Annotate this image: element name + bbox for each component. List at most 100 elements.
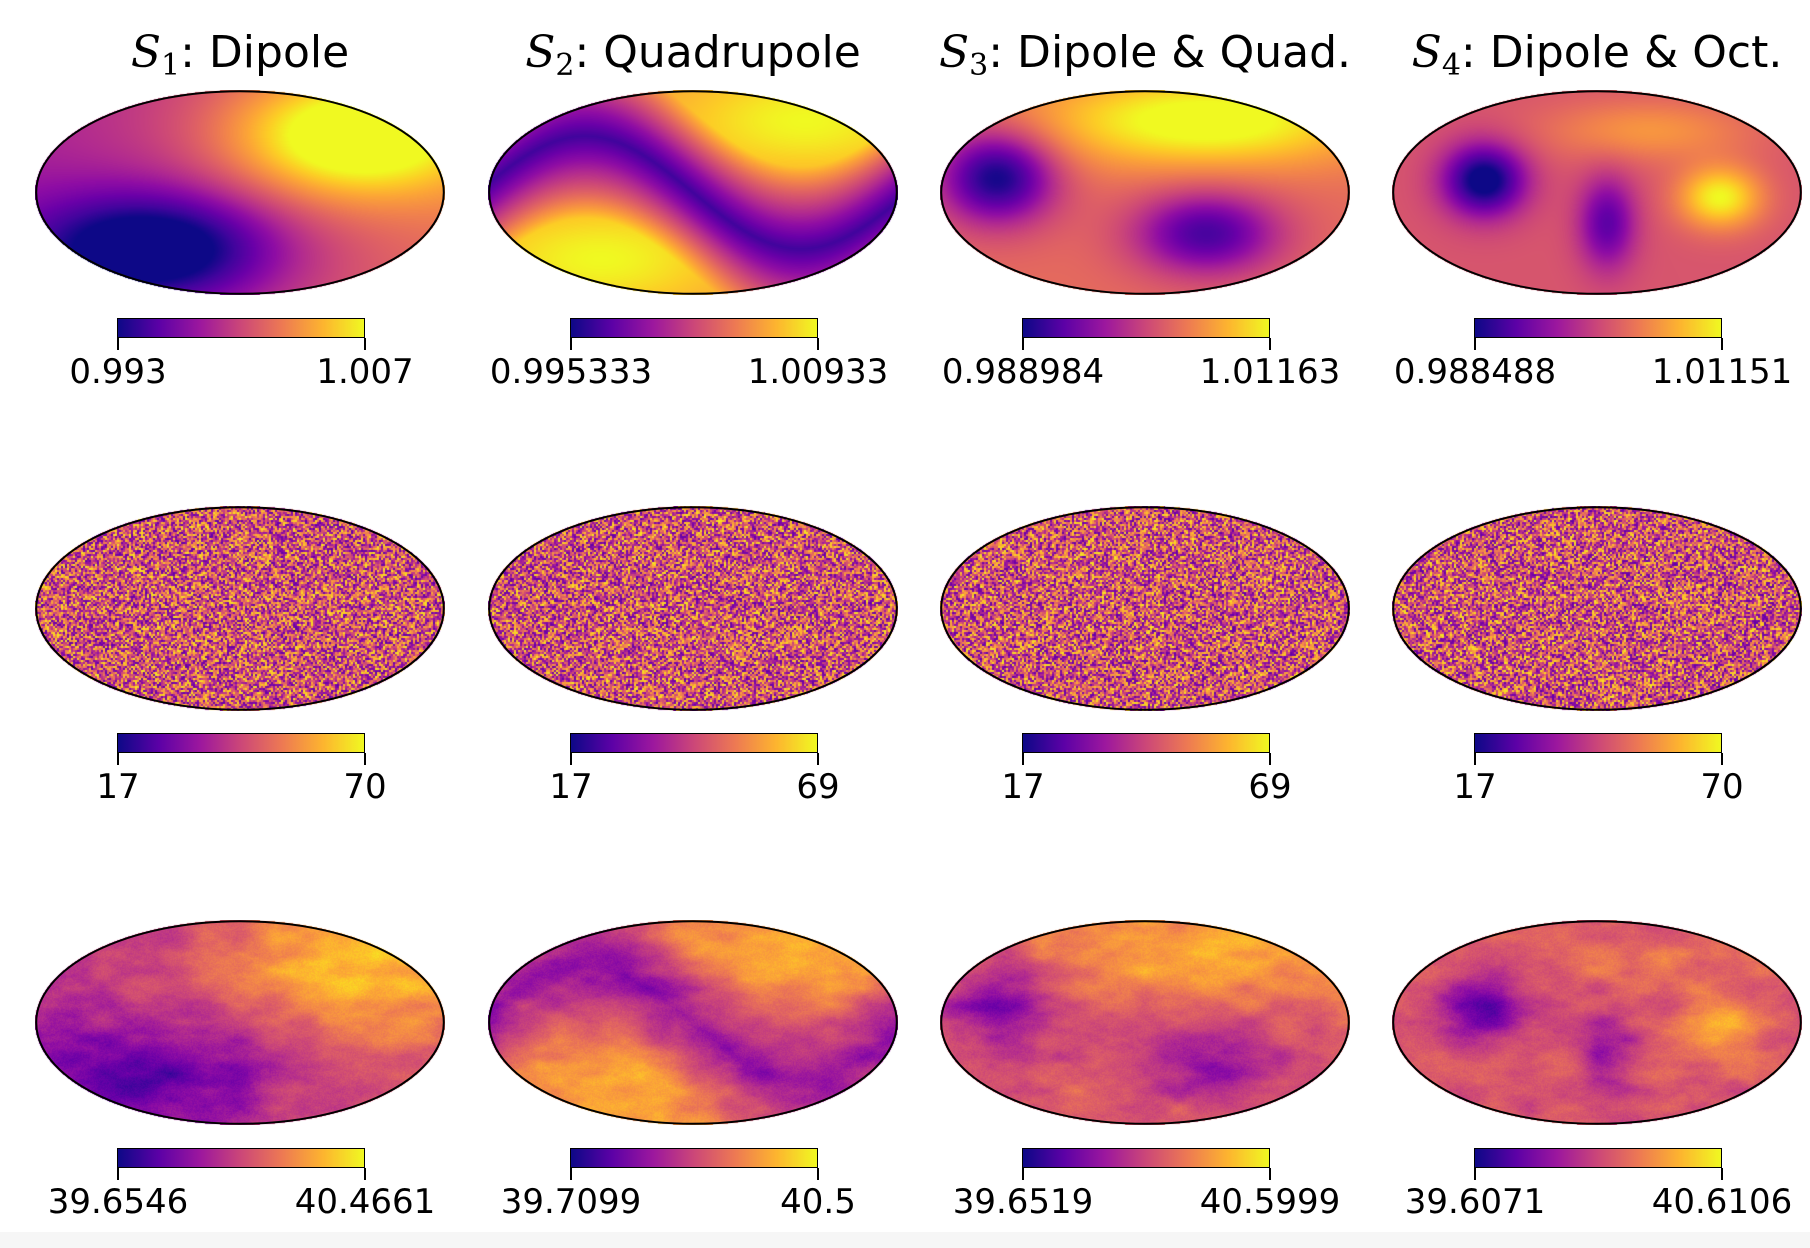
colorbar: [1022, 1148, 1270, 1168]
colorbar-min-tick: [1474, 1168, 1476, 1180]
title-text: : Dipole: [180, 27, 350, 78]
colorbar-max-tick: [364, 338, 366, 350]
colorbar-max-tick: [364, 753, 366, 765]
colorbar-min-tick: [1022, 1168, 1024, 1180]
map-pixels: [940, 90, 1350, 295]
sky-map-row1-col1: [35, 90, 445, 295]
mollweide-projection: [940, 90, 1350, 295]
map-outline: [940, 506, 1350, 711]
colorbar: [117, 733, 365, 753]
mollweide-projection: [35, 506, 445, 711]
title-symbol-letter: S: [130, 27, 161, 78]
map-pixels: [1392, 506, 1802, 711]
map-outline: [1392, 920, 1802, 1125]
mollweide-projection: [488, 90, 898, 295]
map-title-3: S3: Dipole & Quad.: [939, 18, 1351, 88]
colorbar: [1022, 733, 1270, 753]
bottom-strip: [0, 1232, 1810, 1248]
title-symbol-letter: S: [939, 27, 970, 78]
colorbar-min-label: 17: [1001, 767, 1045, 807]
colorbar: [1474, 1148, 1722, 1168]
colorbar-max-label: 1.00933: [747, 352, 889, 392]
colorbar: [570, 733, 818, 753]
colorbar-max-label: 69: [1248, 767, 1292, 807]
colorbar-min-label: 0.988488: [1393, 352, 1557, 392]
title-subscript: 1: [161, 48, 181, 83]
colorbar-max-tick: [1721, 1168, 1723, 1180]
colorbar-min-tick: [1022, 753, 1024, 765]
colorbar-min-tick: [1022, 338, 1024, 350]
colorbar-min-label: 17: [1453, 767, 1497, 807]
colorbar-max-label: 40.5999: [1199, 1182, 1341, 1222]
map-title-4: S4: Dipole & Oct.: [1412, 18, 1783, 88]
colorbar-max-tick: [817, 1168, 819, 1180]
map-outline: [35, 506, 445, 711]
map-outline: [940, 920, 1350, 1125]
map-outline: [940, 90, 1350, 295]
mollweide-projection: [1392, 506, 1802, 711]
mollweide-projection: [488, 506, 898, 711]
colorbar-min-label: 39.7099: [500, 1182, 642, 1222]
map-pixels: [1392, 90, 1802, 295]
mollweide-projection: [1392, 920, 1802, 1125]
map-outline: [488, 920, 898, 1125]
colorbar-max-label: 40.6106: [1651, 1182, 1793, 1222]
map-pixels: [35, 920, 445, 1125]
mollweide-projection: [35, 920, 445, 1125]
colorbar-max-tick: [817, 753, 819, 765]
title-symbol-letter: S: [525, 27, 556, 78]
map-outline: [1392, 90, 1802, 295]
colorbar-max-tick: [817, 338, 819, 350]
mollweide-projection: [488, 920, 898, 1125]
colorbar-max-label: 70: [343, 767, 387, 807]
colorbar-max-label: 1.01163: [1199, 352, 1341, 392]
colorbar-min-label: 17: [96, 767, 140, 807]
colorbar-min-label: 39.6546: [47, 1182, 189, 1222]
map-pixels: [488, 90, 898, 295]
title-text: : Dipole & Oct.: [1460, 27, 1783, 78]
mollweide-projection: [940, 506, 1350, 711]
map-pixels: [940, 920, 1350, 1125]
mollweide-projection: [940, 920, 1350, 1125]
map-title-1: S1: Dipole: [131, 18, 349, 88]
colorbar-max-tick: [1269, 338, 1271, 350]
colorbar: [1474, 318, 1722, 338]
map-outline: [35, 90, 445, 295]
title-text: : Dipole & Quad.: [988, 27, 1351, 78]
map-pixels: [488, 506, 898, 711]
map-outline: [1392, 506, 1802, 711]
colorbar-max-label: 1.007: [316, 352, 414, 392]
colorbar-min-label: 0.995333: [489, 352, 653, 392]
colorbar-min-tick: [570, 753, 572, 765]
colorbar-max-tick: [1721, 753, 1723, 765]
title-symbol: S2: [525, 27, 574, 83]
title-symbol: S4: [1411, 27, 1461, 83]
colorbar-max-tick: [1269, 1168, 1271, 1180]
map-pixels: [940, 506, 1350, 711]
colorbar-min-tick: [570, 338, 572, 350]
sky-map-row2-col1: [35, 506, 445, 711]
colorbar-max-label: 40.4661: [294, 1182, 436, 1222]
sky-map-row3-col2: [488, 920, 898, 1125]
title-symbol: S3: [939, 27, 988, 83]
colorbar: [1022, 318, 1270, 338]
colorbar-min-label: 17: [549, 767, 593, 807]
colorbar-min-tick: [117, 338, 119, 350]
colorbar-min-tick: [1474, 338, 1476, 350]
colorbar-min-label: 0.988984: [941, 352, 1105, 392]
colorbar: [117, 1148, 365, 1168]
colorbar-max-tick: [1269, 753, 1271, 765]
title-symbol: S1: [130, 27, 180, 83]
sky-map-row2-col4: [1392, 506, 1802, 711]
map-pixels: [35, 506, 445, 711]
map-outline: [488, 90, 898, 295]
title-symbol-letter: S: [1411, 27, 1442, 78]
map-title-2: S2: Quadrupole: [525, 18, 861, 88]
map-pixels: [488, 920, 898, 1125]
colorbar-max-label: 1.01151: [1651, 352, 1793, 392]
colorbar-min-label: 0.993: [69, 352, 167, 392]
sky-map-row2-col3: [940, 506, 1350, 711]
colorbar-min-tick: [570, 1168, 572, 1180]
colorbar-max-label: 40.5: [780, 1182, 856, 1222]
sky-map-row2-col2: [488, 506, 898, 711]
